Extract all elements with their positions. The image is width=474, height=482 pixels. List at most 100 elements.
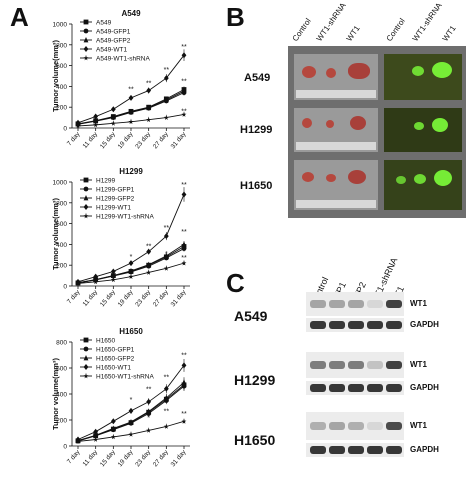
legend-marker: [83, 186, 89, 192]
blot-band-label: GAPDH: [410, 445, 439, 454]
blot-band: [386, 384, 402, 392]
significance-mark: **: [181, 255, 187, 262]
legend-label: H1299-WT1: [96, 205, 131, 212]
significance-mark: **: [181, 229, 187, 236]
data-point: [93, 436, 99, 442]
blot-band: [386, 321, 402, 329]
significance-mark: **: [181, 353, 187, 360]
blot-band-label: WT1: [410, 299, 427, 308]
x-tick-label: 11 day: [82, 448, 100, 468]
legend-label: H1650-GFP1: [96, 347, 135, 354]
photo-col-label: Control: [290, 16, 313, 43]
photo-a549-brightfield: [294, 54, 378, 100]
x-tick-label: 15 day: [99, 288, 117, 308]
data-point: [181, 241, 187, 247]
significance-mark: **: [181, 182, 187, 189]
gfp-signal: [432, 118, 448, 132]
blot-band: [367, 384, 383, 392]
data-point: [163, 233, 169, 240]
x-tick-label: 15 day: [99, 448, 117, 468]
blot-band: [329, 321, 345, 329]
legend-label: A549-GFP1: [96, 29, 131, 36]
chart-title: H1650: [119, 327, 143, 336]
x-tick-label: 23 day: [134, 448, 152, 468]
gfp-signal: [396, 176, 406, 184]
y-tick-label: 800: [56, 42, 67, 49]
data-point: [93, 428, 99, 435]
chart-title: A549: [121, 9, 141, 18]
legend-marker: [83, 204, 89, 210]
significance-mark: **: [128, 87, 134, 94]
y-tick-label: 1000: [53, 180, 68, 187]
tumor-wt1: [350, 116, 366, 130]
y-tick-label: 1000: [53, 22, 68, 29]
data-point: [146, 269, 152, 275]
significance-mark: **: [146, 80, 152, 87]
significance-mark: **: [181, 411, 187, 418]
tumor-control: [302, 118, 312, 128]
tumor-wt1-shrna: [326, 174, 336, 182]
legend-label: H1299-WT1-shRNA: [96, 214, 154, 221]
tumor-wt1-shrna: [326, 120, 334, 128]
data-point: [163, 252, 169, 259]
data-point: [163, 265, 169, 271]
x-tick-label: 7 day: [66, 130, 82, 147]
legend-marker: [83, 337, 89, 343]
x-tick-label: 31 day: [170, 130, 188, 150]
blot-band: [310, 321, 326, 329]
blot-band-label: GAPDH: [410, 320, 439, 329]
data-point: [128, 273, 134, 280]
data-point: [181, 111, 187, 117]
x-tick-label: 19 day: [117, 288, 135, 308]
data-point: [146, 408, 152, 414]
x-tick-label: 19 day: [117, 130, 135, 150]
photo-row-label: H1650: [240, 180, 273, 192]
blot-band: [329, 446, 345, 454]
legend-label: H1650-WT1-shRNA: [96, 374, 154, 381]
gfp-signal: [432, 62, 452, 78]
photo-col-label: WT1: [440, 24, 458, 43]
data-point: [146, 398, 152, 405]
tumor-wt1: [348, 170, 366, 184]
data-point: [146, 87, 152, 94]
data-point: [163, 394, 169, 401]
blot-strip: [306, 318, 404, 332]
data-point: [110, 106, 116, 113]
tumor-photo-panel: [288, 46, 466, 218]
blot-band: [367, 446, 383, 454]
data-point: [128, 267, 134, 274]
significance-mark: **: [146, 386, 152, 393]
blot-band: [367, 361, 383, 369]
legend-label: A549: [96, 20, 112, 27]
legend-label: H1650-GFP2: [96, 356, 135, 363]
legend-marker: [83, 346, 89, 352]
data-point: [181, 88, 187, 94]
blot-strip: [306, 412, 404, 440]
photo-h1299-brightfield: [294, 108, 378, 152]
legend-marker: [83, 28, 89, 34]
gfp-signal: [412, 66, 424, 76]
blot-band-label: GAPDH: [410, 383, 439, 392]
x-tick-label: 23 day: [134, 288, 152, 308]
photo-h1650-brightfield: [294, 160, 378, 210]
blot-band: [310, 300, 326, 308]
blot-band: [310, 446, 326, 454]
legend-label: H1650-WT1: [96, 365, 131, 372]
blot-band-label: WT1: [410, 360, 427, 369]
blot-strip: [306, 381, 404, 395]
data-point: [181, 52, 187, 59]
y-axis-label: Tumor volume(mm³): [51, 198, 60, 270]
data-point: [163, 385, 169, 392]
panel-letter-c: C: [226, 268, 245, 298]
tumor-control: [302, 172, 314, 182]
data-point: [110, 114, 116, 120]
blot-band: [348, 384, 364, 392]
legend-label: A549-GFP2: [96, 38, 131, 45]
data-point: [110, 268, 116, 275]
y-tick-label: 0: [63, 284, 67, 291]
x-tick-label: 31 day: [170, 288, 188, 308]
y-tick-label: 200: [56, 105, 67, 112]
data-point: [146, 104, 152, 111]
data-point: [110, 276, 116, 283]
x-tick-label: 19 day: [117, 448, 135, 468]
